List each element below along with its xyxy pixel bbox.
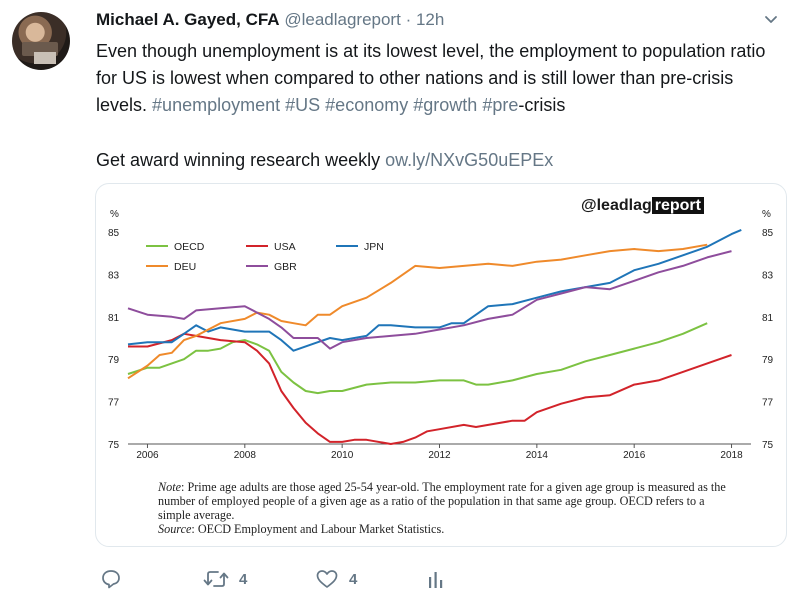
note-text: : Prime age adults are those aged 25-54 … — [158, 480, 726, 522]
hashtag-growth[interactable]: #growth — [413, 95, 478, 115]
y-tick-left-79: 79 — [108, 355, 120, 366]
y-tick-left-83: 83 — [108, 270, 120, 281]
y-tick-right-77: 77 — [762, 398, 774, 409]
x-tick-2006: 2006 — [136, 450, 159, 461]
author-handle[interactable]: @leadlagreport — [284, 10, 401, 29]
like-count: 4 — [349, 570, 358, 588]
hashtag-unemployment[interactable]: #unemployment — [152, 95, 281, 115]
x-tick-2008: 2008 — [234, 450, 257, 461]
analytics-button[interactable] — [427, 566, 445, 592]
retweet-count: 4 — [239, 570, 248, 588]
y-tick-left-81: 81 — [108, 313, 120, 324]
retweet-button[interactable]: 4 — [203, 566, 247, 592]
brand-part2: report — [651, 197, 704, 214]
legend-label-gbr: GBR — [274, 261, 297, 273]
x-tick-2010: 2010 — [331, 450, 354, 461]
y-tick-right-81: 81 — [762, 313, 774, 324]
y-unit-right: % — [762, 209, 771, 220]
tweet-actions: 4 4 — [0, 566, 795, 592]
cta-text: Get award winning research weekly — [96, 150, 381, 170]
x-tick-2012: 2012 — [428, 450, 451, 461]
hashtag-us[interactable]: #US — [285, 95, 321, 115]
x-tick-2016: 2016 — [623, 450, 646, 461]
y-tick-left-77: 77 — [108, 398, 120, 409]
reply-icon — [102, 570, 120, 589]
tweet-link[interactable]: ow.ly/NXvG50uEPEx — [385, 150, 554, 170]
separator-dot: · — [405, 10, 412, 29]
source-text: : OECD Employment and Labour Market Stat… — [191, 522, 445, 536]
tweet-text: Even though unemployment is at its lowes… — [96, 38, 786, 119]
x-tick-2018: 2018 — [720, 450, 743, 461]
series-line-jpn — [127, 228, 742, 352]
x-tick-2014: 2014 — [526, 450, 549, 461]
y-tick-right-85: 85 — [762, 228, 774, 239]
chevron-down-icon[interactable] — [764, 12, 778, 26]
chart-note: Note: Prime age adults are those aged 25… — [158, 480, 738, 536]
heart-icon — [316, 570, 338, 588]
y-tick-left-75: 75 — [108, 440, 120, 451]
series-line-oecd — [127, 322, 708, 395]
tweet-header: Michael A. Gayed, CFA @leadlagreport · 1… — [96, 10, 444, 30]
y-tick-right-83: 83 — [762, 270, 774, 281]
tweet-text-tail: -crisis — [518, 95, 566, 115]
cta-line: Get award winning research weekly ow.ly/… — [96, 147, 553, 174]
retweet-icon — [203, 571, 229, 587]
reply-button[interactable] — [100, 566, 132, 592]
y-tick-right-79: 79 — [762, 355, 774, 366]
avatar[interactable] — [12, 12, 70, 70]
note-label: Note — [158, 480, 182, 494]
hashtag-economy[interactable]: #economy — [325, 95, 409, 115]
series-line-gbr — [127, 250, 732, 350]
series-line-deu — [127, 243, 708, 380]
legend-label-usa: USA — [274, 241, 296, 253]
brand-part1: @leadlag — [581, 197, 652, 214]
legend-label-jpn: JPN — [364, 241, 384, 253]
tweet-text-main: Even though unemployment is at its lowes… — [96, 41, 766, 115]
timestamp[interactable]: 12h — [415, 10, 445, 29]
legend-label-deu: DEU — [174, 261, 196, 273]
y-tick-right-75: 75 — [762, 440, 774, 451]
brand-watermark: @leadlag report — [581, 197, 704, 215]
employment-chart: % % 75 75 77 77 79 79 81 81 83 83 85 85 2006 2008 2010 20… — [108, 209, 774, 461]
series-line-usa — [128, 332, 732, 445]
legend-label-oecd: OECD — [174, 241, 205, 253]
source-label: Source — [158, 522, 192, 536]
like-button[interactable]: 4 — [315, 566, 357, 592]
y-tick-left-85: 85 — [108, 228, 120, 239]
y-unit-left: % — [110, 209, 119, 220]
avatar-photo-screen — [34, 52, 56, 64]
author-name[interactable]: Michael A. Gayed, CFA — [96, 10, 280, 29]
hashtag-pre[interactable]: #pre — [482, 95, 519, 115]
analytics-icon — [429, 572, 443, 588]
media-card[interactable]: %% 75 75 77 77 79 79 81 81 83 83 85 85 2006 2008 2010 20… — [95, 183, 787, 547]
